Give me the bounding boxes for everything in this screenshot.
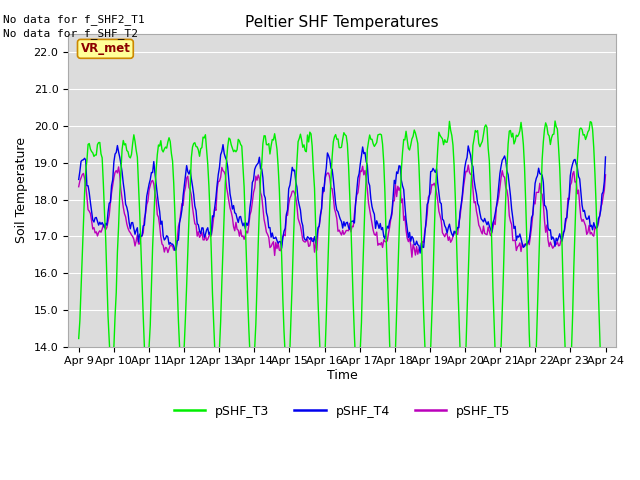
Y-axis label: Soil Temperature: Soil Temperature xyxy=(15,137,28,243)
pSHF_T5 xyxy=(582,223,589,228)
pSHF_T5 xyxy=(408,254,416,260)
pSHF_T4 xyxy=(163,233,170,239)
pSHF_T3 xyxy=(596,329,604,335)
pSHF_T5 xyxy=(75,184,83,190)
pSHF_T3 xyxy=(602,385,609,391)
pSHF_T4 xyxy=(582,214,589,219)
pSHF_T5 xyxy=(602,172,609,178)
pSHF_T4 xyxy=(416,250,424,256)
pSHF_T4 xyxy=(602,154,609,160)
pSHF_T3 xyxy=(551,118,559,124)
pSHF_T5 xyxy=(465,162,472,168)
pSHF_T3 xyxy=(163,145,170,151)
Text: VR_met: VR_met xyxy=(81,42,131,55)
Text: No data for f_SHF_T2: No data for f_SHF_T2 xyxy=(3,28,138,39)
pSHF_T4 xyxy=(134,225,141,230)
pSHF_T3 xyxy=(456,349,464,355)
pSHF_T5 xyxy=(163,245,170,251)
Text: No data for f_SHF2_T1: No data for f_SHF2_T1 xyxy=(3,13,145,24)
pSHF_T3 xyxy=(564,399,572,405)
pSHF_T5 xyxy=(134,232,141,238)
pSHF_T4 xyxy=(373,218,381,224)
pSHF_T3 xyxy=(582,137,589,143)
pSHF_T5 xyxy=(596,213,604,219)
pSHF_T4 xyxy=(458,192,466,197)
pSHF_T4 xyxy=(219,142,227,147)
pSHF_T3 xyxy=(372,142,380,147)
Legend: pSHF_T3, pSHF_T4, pSHF_T5: pSHF_T3, pSHF_T4, pSHF_T5 xyxy=(169,400,515,423)
Line: pSHF_T4: pSHF_T4 xyxy=(79,144,605,253)
pSHF_T4 xyxy=(596,213,604,219)
pSHF_T3 xyxy=(134,154,141,160)
Line: pSHF_T5: pSHF_T5 xyxy=(79,165,605,257)
pSHF_T5 xyxy=(372,232,380,238)
pSHF_T4 xyxy=(75,177,83,182)
Title: Peltier SHF Temperatures: Peltier SHF Temperatures xyxy=(245,15,439,30)
pSHF_T5 xyxy=(458,204,465,209)
pSHF_T3 xyxy=(75,336,83,341)
X-axis label: Time: Time xyxy=(327,369,358,382)
Line: pSHF_T3: pSHF_T3 xyxy=(79,121,605,402)
